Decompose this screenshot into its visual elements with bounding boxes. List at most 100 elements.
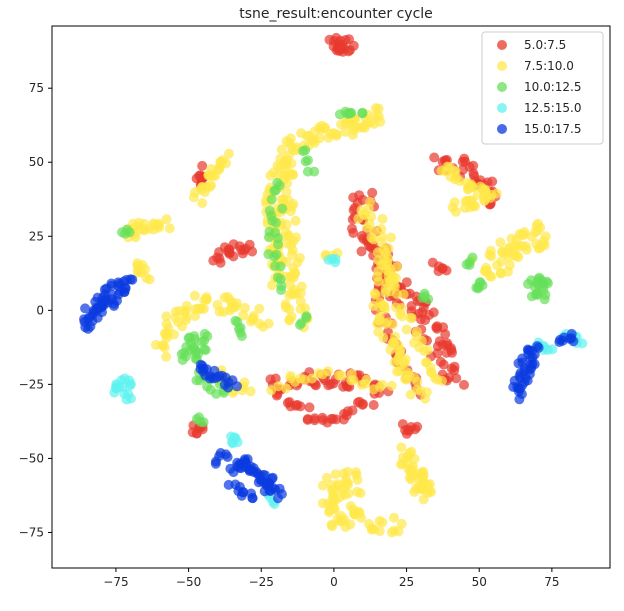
scatter-point xyxy=(199,295,210,306)
scatter-point xyxy=(223,479,234,490)
scatter-point xyxy=(291,288,302,299)
scatter-point xyxy=(405,389,416,400)
scatter-point xyxy=(266,385,277,396)
scatter-point xyxy=(295,401,306,412)
scatter-point xyxy=(370,289,381,300)
scatter-point xyxy=(432,321,443,332)
scatter-point xyxy=(547,344,558,355)
scatter-point xyxy=(385,264,396,275)
scatter-point xyxy=(144,274,155,285)
scatter-point xyxy=(429,152,440,163)
scatter-point xyxy=(373,103,384,114)
scatter-point xyxy=(519,366,530,377)
scatter-point xyxy=(359,210,370,221)
scatter-point xyxy=(282,238,292,249)
scatter-point xyxy=(386,527,397,538)
scatter-point xyxy=(419,346,430,357)
scatter-point xyxy=(222,291,233,302)
scatter-point xyxy=(376,224,387,234)
scatter-point xyxy=(317,412,328,423)
scatter-point xyxy=(238,310,249,321)
scatter-point xyxy=(124,227,135,238)
scatter-point xyxy=(280,299,291,310)
scatter-point xyxy=(106,289,117,300)
scatter-point xyxy=(288,145,299,156)
scatter-point xyxy=(368,226,379,237)
scatter-point xyxy=(120,283,131,294)
scatter-point xyxy=(195,303,206,314)
scatter-point xyxy=(347,223,357,234)
scatter-point xyxy=(189,290,200,301)
scatter-point xyxy=(403,464,414,475)
scatter-point xyxy=(197,160,208,171)
scatter-point xyxy=(236,244,247,255)
scatter-point xyxy=(403,424,414,435)
scatter-point xyxy=(205,384,216,395)
scatter-point xyxy=(199,344,210,355)
scatter-point xyxy=(126,393,136,404)
scatter-point xyxy=(331,129,342,140)
scatter-point xyxy=(161,351,172,362)
scatter-point xyxy=(341,410,352,421)
scatter-point xyxy=(412,376,423,387)
y-axis: −75 −50 −25 0 25 50 75 xyxy=(19,81,52,539)
scatter-point xyxy=(514,394,525,405)
scatter-point xyxy=(532,289,543,300)
scatter-point xyxy=(424,310,435,320)
y-tick-label: 50 xyxy=(29,155,44,169)
scatter-point xyxy=(417,472,428,483)
scatter-point xyxy=(286,311,297,322)
scatter-point xyxy=(125,274,136,285)
scatter-point xyxy=(230,315,241,326)
scatter-point xyxy=(440,329,451,340)
scatter-point xyxy=(330,254,341,264)
scatter-point xyxy=(302,166,313,177)
scatter-point xyxy=(468,160,479,171)
legend-label: 5.0:7.5 xyxy=(524,38,566,52)
scatter-point xyxy=(195,417,206,427)
scatter-point xyxy=(276,144,287,155)
scatter-point xyxy=(377,213,388,224)
scatter-point xyxy=(197,198,208,209)
scatter-point xyxy=(157,340,168,351)
scatter-point xyxy=(245,465,256,476)
scatter-point xyxy=(369,524,380,535)
scatter-point xyxy=(397,452,408,463)
scatter-point xyxy=(274,483,285,494)
series-2-points xyxy=(123,103,551,538)
scatter-point xyxy=(367,187,378,198)
x-tick-label: −25 xyxy=(249,575,274,589)
scatter-point xyxy=(223,382,234,393)
scatter-point xyxy=(434,336,445,347)
scatter-point xyxy=(317,369,328,380)
scatter-point xyxy=(379,304,390,315)
scatter-point xyxy=(438,359,449,370)
scatter-point xyxy=(370,111,381,122)
scatter-point xyxy=(396,518,407,529)
scatter-point xyxy=(459,379,469,390)
scatter-point xyxy=(301,312,312,323)
scatter-point xyxy=(197,182,208,192)
scatter-point xyxy=(388,271,399,282)
points-layer xyxy=(79,32,588,538)
series-5-points xyxy=(79,274,579,504)
x-tick-label: 25 xyxy=(399,575,414,589)
x-tick-label: 0 xyxy=(330,575,338,589)
scatter-point xyxy=(238,487,249,498)
scatter-point xyxy=(398,356,409,367)
scatter-point xyxy=(421,387,432,398)
scatter-point xyxy=(239,302,250,313)
scatter-point xyxy=(210,458,221,469)
legend-label: 12.5:15.0 xyxy=(524,101,581,115)
scatter-point xyxy=(441,265,452,276)
scatter-point xyxy=(309,415,320,426)
scatter-point xyxy=(278,194,289,205)
scatter-point xyxy=(300,156,311,167)
scatter-point xyxy=(124,380,135,391)
scatter-point xyxy=(537,240,548,250)
scatter-point xyxy=(164,223,175,234)
scatter-point xyxy=(451,373,462,384)
scatter-point xyxy=(386,380,397,391)
scatter-point xyxy=(356,246,367,257)
x-tick-label: −50 xyxy=(176,575,201,589)
